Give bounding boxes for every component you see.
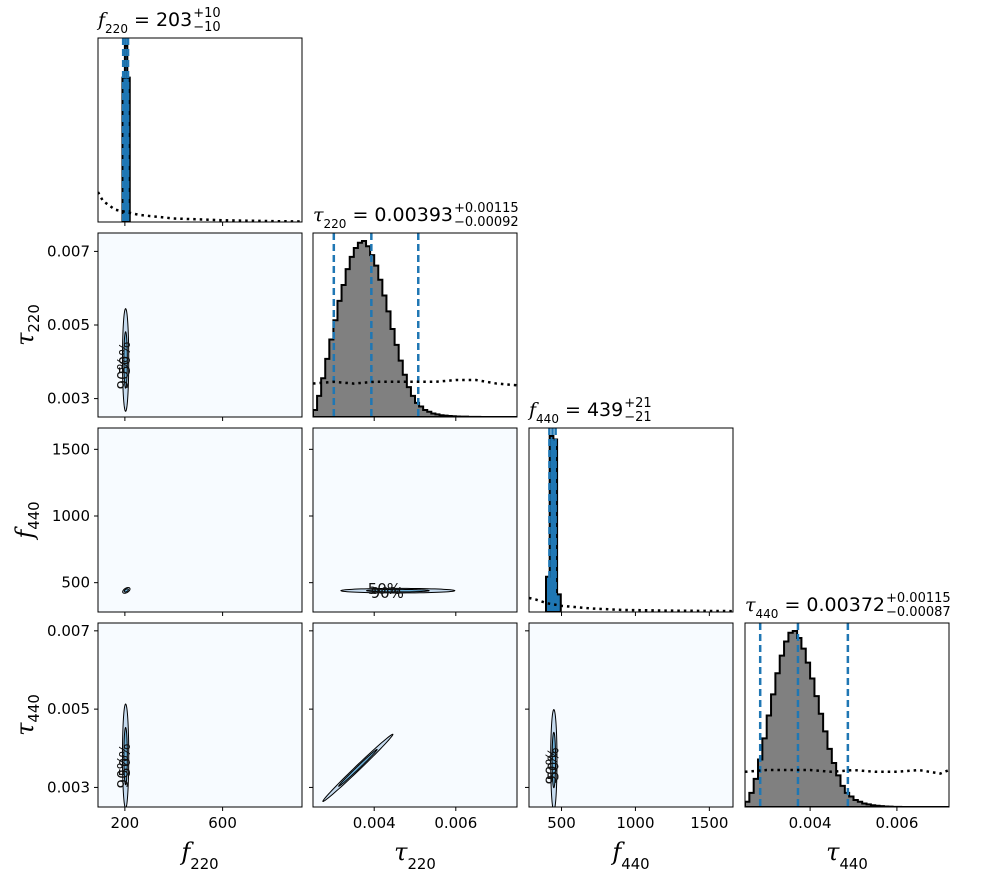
pair-panel-f220-tau220: 50%90%: [94, 232, 303, 421]
panel-title-tau440: τ440 = 0.00372: [745, 594, 885, 621]
x-axis-label-tau440: τ440: [826, 838, 868, 873]
y-tick-label-tau220: 0.003: [47, 390, 90, 408]
x-axis-label-tau220: τ220: [394, 838, 436, 873]
contour-50: [123, 588, 129, 593]
title-upper-error: +21: [624, 396, 651, 411]
contour-50: [338, 748, 378, 787]
contour-50: [551, 731, 557, 789]
y-axis-label-f440: f440: [11, 501, 44, 540]
x-tick-label-f440: 1000: [616, 814, 654, 832]
pair-panel-tau220-f440: 50%90%: [309, 427, 518, 616]
title-lower-error: −21: [624, 410, 651, 425]
diag-panel-tau440: τ440 = 0.00372 +0.00115−0.00087: [744, 591, 951, 811]
x-tick-label-f440: 500: [547, 814, 576, 832]
x-tick-label-tau440: 0.006: [875, 814, 918, 832]
y-tick-label-f440: 1500: [52, 440, 90, 458]
pair-panel-f220-f440: [94, 427, 303, 616]
panel-frame: [312, 622, 518, 808]
title-upper-error: +0.00115: [454, 201, 519, 216]
diag-panel-f440: f440 = 439 +21−21: [527, 396, 734, 616]
prior-curve-f220: [98, 191, 302, 222]
contour-label: 90%: [114, 755, 132, 788]
contour-label: 50%: [116, 743, 134, 776]
title-upper-error: +10: [193, 6, 220, 21]
density-background: [98, 623, 302, 807]
panel-title-tau220: τ220 = 0.00393: [313, 204, 453, 231]
contour-label: 50%: [116, 341, 134, 374]
panel-title-f220: f220 = 203: [96, 9, 192, 36]
x-axis-label-f220: f220: [179, 838, 218, 873]
contour-50: [123, 726, 128, 786]
x-tick-label-tau220: 0.004: [353, 814, 396, 832]
y-tick-label-f440: 1000: [52, 507, 90, 525]
contour-label: 90%: [542, 751, 560, 784]
diag-panel-tau220: τ220 = 0.00393 +0.00115−0.00092: [312, 201, 519, 421]
contour-label: 50%: [544, 747, 562, 780]
pair-panel-f440-tau440: 50%90%: [525, 622, 734, 811]
diag-panel-f220: f220 = 203 +10−10: [96, 6, 303, 226]
pair-panel-f220-tau440: 50%90%: [94, 622, 303, 811]
y-tick-label-f440: 500: [61, 574, 90, 592]
panel-frame: [744, 622, 950, 808]
title-lower-error: −0.00087: [886, 605, 951, 620]
contour-50: [365, 588, 430, 593]
density-background: [313, 428, 517, 612]
histogram-tau220: [313, 240, 517, 417]
panel-frame: [97, 622, 303, 808]
contour-label: 90%: [371, 584, 404, 602]
contour-50: [123, 331, 128, 389]
x-tick-label-f440: 1500: [690, 814, 728, 832]
contour-label: 90%: [114, 356, 132, 389]
y-tick-label-tau220: 0.007: [47, 242, 90, 260]
x-tick-label-tau220: 0.006: [434, 814, 477, 832]
density-background: [98, 428, 302, 612]
x-tick-label-tau440: 0.004: [789, 814, 832, 832]
y-tick-label-tau440: 0.003: [47, 778, 90, 796]
x-tick-label-f220: 200: [111, 814, 140, 832]
panel-frame: [97, 427, 303, 613]
panel-frame: [312, 427, 518, 613]
x-tick-label-f220: 600: [208, 814, 237, 832]
title-lower-error: −0.00092: [454, 215, 519, 230]
panel-frame: [528, 622, 734, 808]
prior-curve-tau220: [313, 378, 517, 387]
x-axis-label-f440: f440: [610, 838, 649, 873]
panel-frame: [528, 427, 734, 613]
y-tick-label-tau440: 0.005: [47, 700, 90, 718]
density-background: [98, 233, 302, 417]
y-axis-label-tau440: τ440: [11, 694, 44, 736]
y-tick-label-tau220: 0.005: [47, 316, 90, 334]
title-lower-error: −10: [193, 20, 220, 35]
panel-frame: [312, 232, 518, 418]
y-axis-label-tau220: τ220: [11, 304, 44, 346]
pair-panel-tau220-tau440: [309, 622, 518, 811]
panel-frame: [97, 37, 303, 223]
contour-label: 50%: [368, 580, 401, 598]
density-background: [529, 623, 733, 807]
title-upper-error: +0.00115: [886, 591, 951, 606]
y-tick-label-tau440: 0.007: [47, 622, 90, 640]
panel-title-f440: f440 = 439: [527, 399, 623, 426]
